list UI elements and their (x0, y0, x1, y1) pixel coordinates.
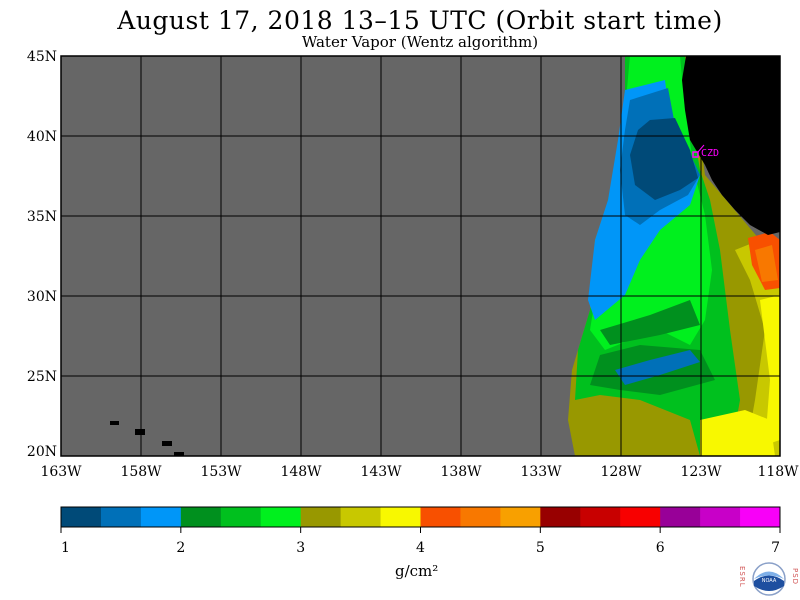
colorbar-ticks: 1 2 3 4 5 6 7 (60, 527, 781, 556)
colorbar-swatch (300, 507, 342, 527)
lat-label-45n: 45N (27, 49, 57, 65)
lon-label-153w: 153W (200, 464, 242, 480)
logo-left-text: ESRL (738, 566, 746, 588)
colorbar-unit: g/cm² (395, 562, 439, 580)
lon-label-143w: 143W (360, 464, 402, 480)
colorbar-swatch (540, 507, 581, 527)
vapor-band-darkgreen-2 (600, 300, 700, 345)
colorbar (60, 506, 781, 528)
map-grid (61, 56, 780, 456)
station-marker: CZD (692, 144, 719, 159)
colorbar-swatch (220, 507, 262, 527)
colorbar-swatch (61, 507, 102, 527)
colorbar-swatch (340, 507, 382, 527)
colorbar-tick-label: 5 (536, 540, 545, 556)
vapor-band-yellow-south (700, 410, 775, 456)
colorbar-tick-label: 6 (656, 540, 665, 556)
island-maui (162, 441, 172, 446)
colorbar-swatch (500, 507, 541, 527)
logo-center-text: NOAA (762, 578, 777, 584)
lat-label-30n: 30N (27, 289, 57, 305)
colorbar-tick-label: 1 (61, 540, 70, 556)
island-oahu (135, 429, 145, 435)
colorbar-tick-label: 7 (771, 540, 780, 556)
colorbar-swatch (660, 507, 701, 527)
colorbar-swatch (460, 507, 501, 527)
colorbar-swatch (180, 507, 222, 527)
lat-label-40n: 40N (27, 129, 57, 145)
noaa-esrl-psd-logo: NOAA ESRL PSD (738, 562, 799, 596)
vapor-band-darkblue (630, 118, 698, 200)
island-kauai (110, 421, 119, 425)
lon-label-163w: 163W (40, 464, 82, 480)
north-america-land (682, 56, 780, 235)
colorbar-swatch (140, 507, 182, 527)
lat-label-35n: 35N (27, 209, 57, 225)
colorbar-tick-label: 4 (416, 540, 425, 556)
lon-label-138w: 138W (440, 464, 482, 480)
vapor-band-orange-light (755, 245, 778, 282)
colorbar-swatch (380, 507, 421, 527)
lat-label-20n: 20N (27, 444, 57, 460)
colorbar-tick-label: 2 (176, 540, 185, 556)
lon-label-118w: 118W (757, 464, 799, 480)
colorbar-swatch (700, 507, 741, 527)
colorbar-swatch (580, 507, 621, 527)
colorbar-swatch (100, 507, 142, 527)
lon-label-158w: 158W (120, 464, 162, 480)
colorbar-swatch (620, 507, 661, 527)
lon-label-123w: 123W (680, 464, 722, 480)
station-label: CZD (701, 148, 719, 159)
colorbar-swatch (260, 507, 302, 527)
colorbar-swatch (420, 507, 461, 527)
hawaiian-islands (110, 421, 184, 456)
map-title: August 17, 2018 13–15 UTC (Orbit start t… (117, 6, 723, 35)
lon-label-128w: 128W (600, 464, 642, 480)
latitude-labels: 45N 40N 35N 30N 25N 20N (27, 49, 57, 460)
map-frame (60, 55, 781, 457)
lon-label-133w: 133W (520, 464, 562, 480)
map-subtitle: Water Vapor (Wentz algorithm) (301, 33, 539, 51)
lat-label-25n: 25N (27, 369, 57, 385)
colorbar-swatch (740, 507, 781, 527)
longitude-labels: 163W 158W 153W 148W 143W 138W 133W 128W … (40, 464, 799, 480)
vapor-band-yellow-bright (760, 295, 780, 445)
island-hawaii (174, 452, 184, 456)
colorbar-tick-label: 3 (296, 540, 305, 556)
lon-label-148w: 148W (280, 464, 322, 480)
logo-right-text: PSD (791, 568, 799, 585)
